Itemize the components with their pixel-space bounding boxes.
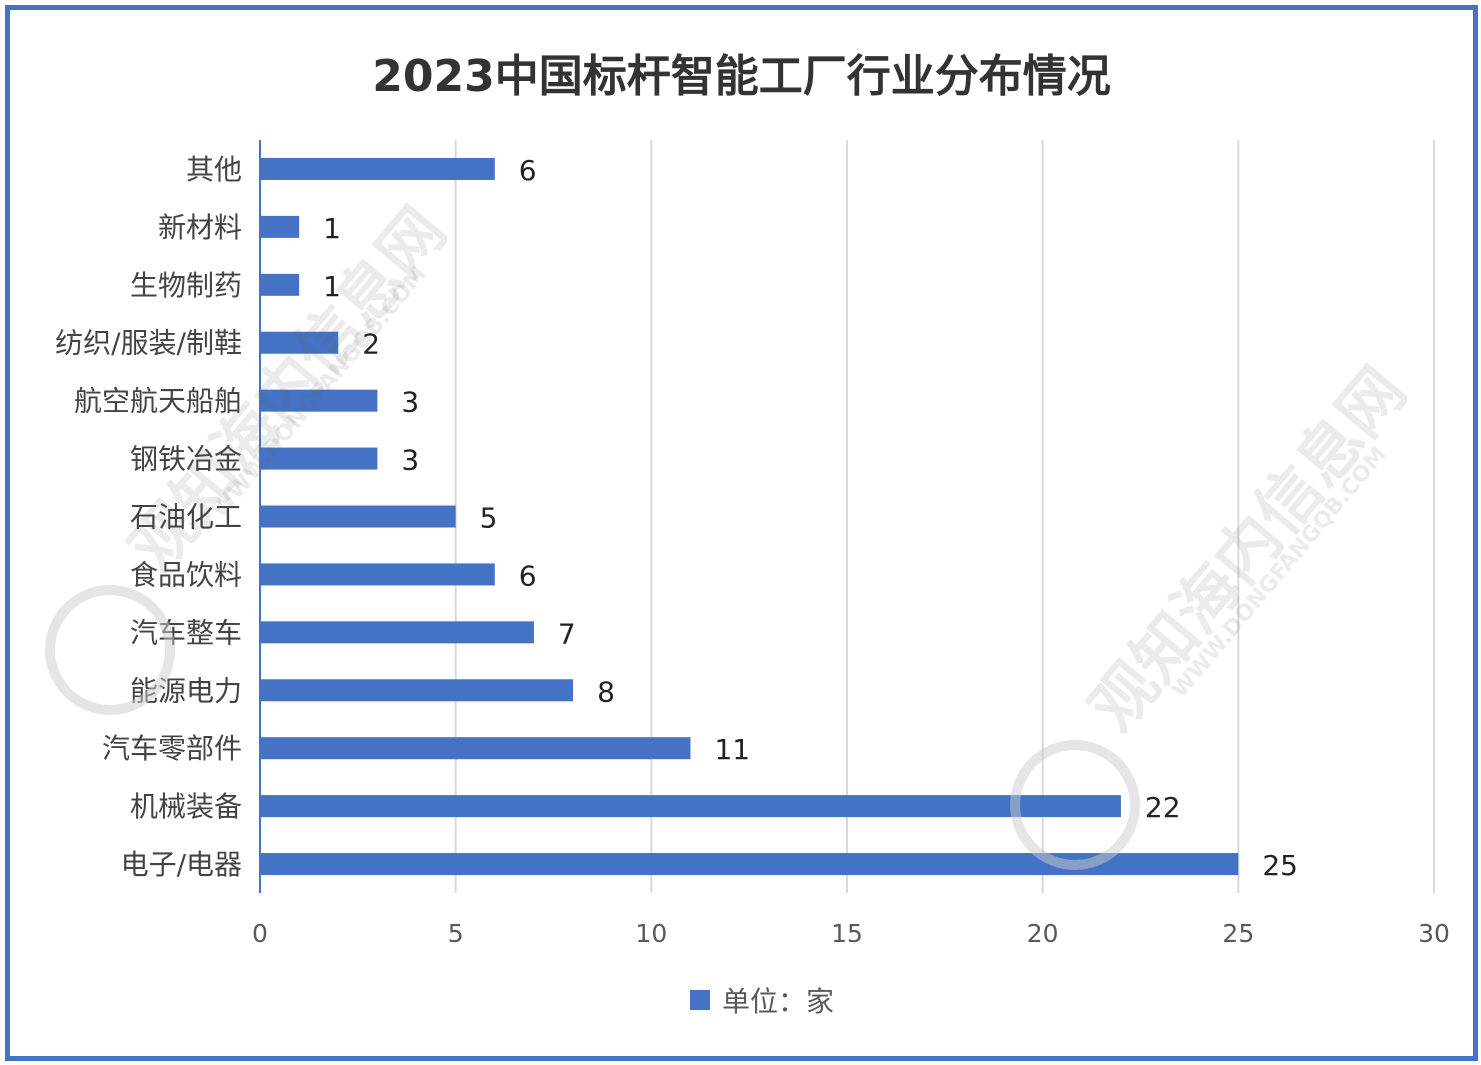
data-label-12: 25 [1262, 849, 1298, 882]
category-label-7: 食品饮料 [130, 558, 242, 591]
category-label-6: 石油化工 [130, 501, 242, 534]
category-label-5: 钢铁冶金 [130, 443, 242, 476]
bar-0 [260, 157, 495, 180]
data-label-9: 8 [597, 675, 615, 708]
bar-1 [260, 215, 300, 238]
data-label-0: 6 [519, 154, 537, 187]
bar-6 [260, 505, 456, 528]
bar-5 [260, 447, 378, 470]
data-label-5: 3 [401, 444, 419, 477]
bar-2 [260, 273, 300, 296]
category-label-2: 生物制药 [130, 269, 242, 302]
category-label-0: 其他 [186, 153, 242, 186]
category-label-1: 新材料 [158, 211, 242, 244]
x-tick-label-10: 10 [635, 919, 667, 948]
data-label-1: 1 [323, 212, 341, 245]
data-label-4: 3 [401, 386, 419, 419]
data-label-8: 7 [558, 617, 576, 650]
legend-label: 单位：家 [722, 985, 835, 1018]
x-tick-label-0: 0 [252, 919, 268, 948]
data-label-6: 5 [480, 502, 498, 535]
x-tick-label-15: 15 [831, 919, 863, 948]
category-label-4: 航空航天船舶 [74, 385, 242, 418]
chart-title: 2023中国标杆智能工厂行业分布情况 [372, 51, 1111, 102]
bar-12 [260, 853, 1239, 876]
data-label-3: 2 [362, 328, 380, 361]
data-label-10: 11 [714, 733, 750, 766]
bar-10 [260, 737, 691, 760]
bar-9 [260, 679, 574, 702]
x-tick-label-30: 30 [1418, 919, 1450, 948]
data-label-11: 22 [1145, 791, 1181, 824]
bar-3 [260, 331, 339, 354]
bar-7 [260, 563, 495, 586]
category-label-3: 纺织/服装/制鞋 [55, 327, 242, 360]
legend-swatch [690, 990, 710, 1010]
bar-8 [260, 621, 534, 644]
x-tick-label-25: 25 [1222, 919, 1254, 948]
category-label-12: 电子/电器 [121, 848, 242, 881]
category-label-11: 机械装备 [130, 790, 242, 823]
data-label-7: 6 [519, 559, 537, 592]
x-tick-label-20: 20 [1027, 919, 1059, 948]
category-label-9: 能源电力 [130, 674, 242, 707]
data-label-2: 1 [323, 270, 341, 303]
x-tick-label-5: 5 [448, 919, 464, 948]
chart-frame: 2023中国标杆智能工厂行业分布情况 [5, 5, 1478, 1061]
bar-4 [260, 389, 378, 412]
bar-11 [260, 795, 1121, 818]
category-label-10: 汽车零部件 [102, 732, 242, 765]
category-label-8: 汽车整车 [130, 616, 242, 649]
legend: 单位：家 [690, 980, 834, 1020]
